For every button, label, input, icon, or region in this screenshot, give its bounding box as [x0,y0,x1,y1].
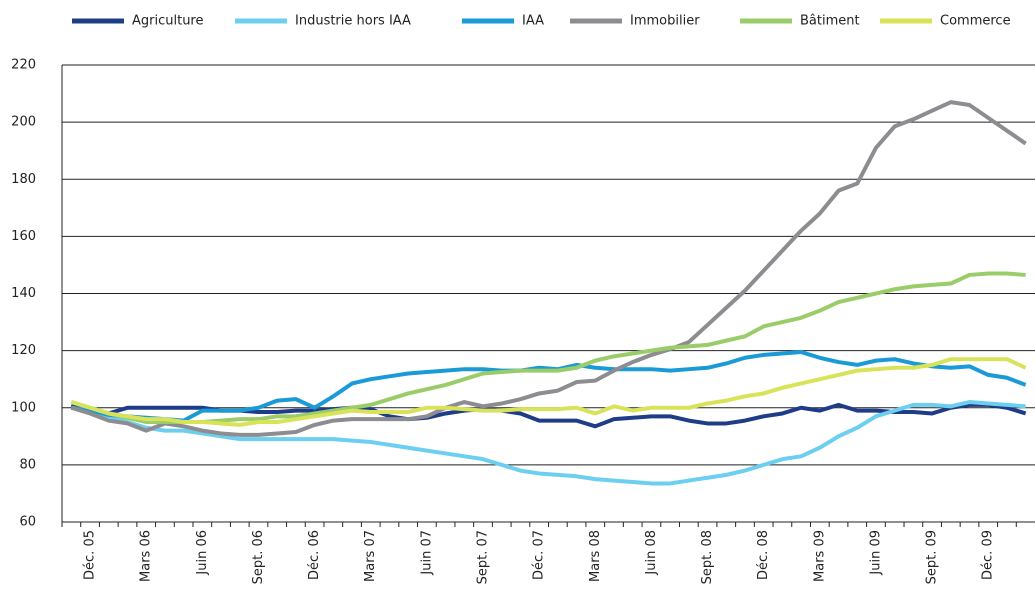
legend-label: Agriculture [132,14,204,29]
x-tick-label: Mars 09 [812,530,827,582]
y-tick-label: 140 [11,286,36,301]
series-line [70,271,1026,425]
y-tick-label: 160 [11,229,36,244]
series-line [71,400,1026,486]
x-tick-label: Sept. 07 [476,530,491,584]
legend-label: Industrie hors IAA [295,14,411,29]
legend-label: Commerce [940,14,1011,29]
x-tick-label: Déc. 08 [756,530,771,580]
y-tick-label: 220 [11,58,36,73]
legend-label: Immobilier [630,14,700,29]
x-tick-label: Sept. 08 [700,530,715,584]
x-tick-label: Mars 08 [588,530,603,582]
x-tick-label: Mars 07 [363,530,378,582]
y-tick-label: 200 [11,115,36,130]
x-tick-label: Déc. 07 [532,530,547,580]
x-tick-label: Juin 09 [868,530,883,576]
x-tick-label: Juin 06 [195,530,210,576]
series-line [71,350,1027,423]
legend-label: IAA [522,14,544,29]
y-tick-label: 60 [19,515,36,530]
x-tick-label: Juin 08 [644,530,659,576]
x-tick-label: Sept. 09 [925,530,940,584]
y-tick-label: 180 [11,172,36,187]
legend-label: Bâtiment [800,14,860,29]
y-tick-label: 120 [11,343,36,358]
series-line [70,100,1027,437]
series-line [70,357,1027,427]
y-tick-label: 100 [11,400,36,415]
x-tick-label: Sept. 06 [251,530,266,584]
x-tick-label: Juin 07 [419,530,434,576]
x-tick-label: Mars 06 [139,530,154,582]
x-tick-label: Déc. 09 [981,530,996,580]
x-tick-label: Déc. 05 [83,530,98,580]
x-tick-label: Déc. 06 [307,530,322,580]
y-tick-label: 80 [19,457,36,472]
